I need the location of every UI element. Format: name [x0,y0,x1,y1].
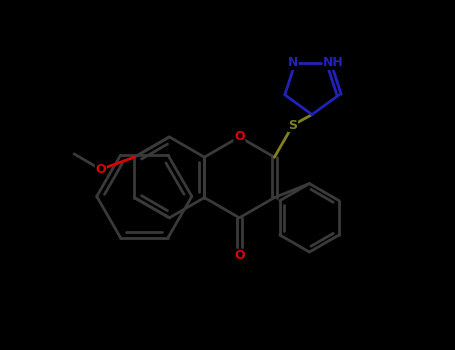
Text: O: O [234,131,245,144]
Text: S: S [288,119,298,132]
Text: O: O [96,163,106,176]
Text: O: O [234,249,245,262]
Text: N: N [288,56,298,69]
Text: NH: NH [323,56,344,69]
